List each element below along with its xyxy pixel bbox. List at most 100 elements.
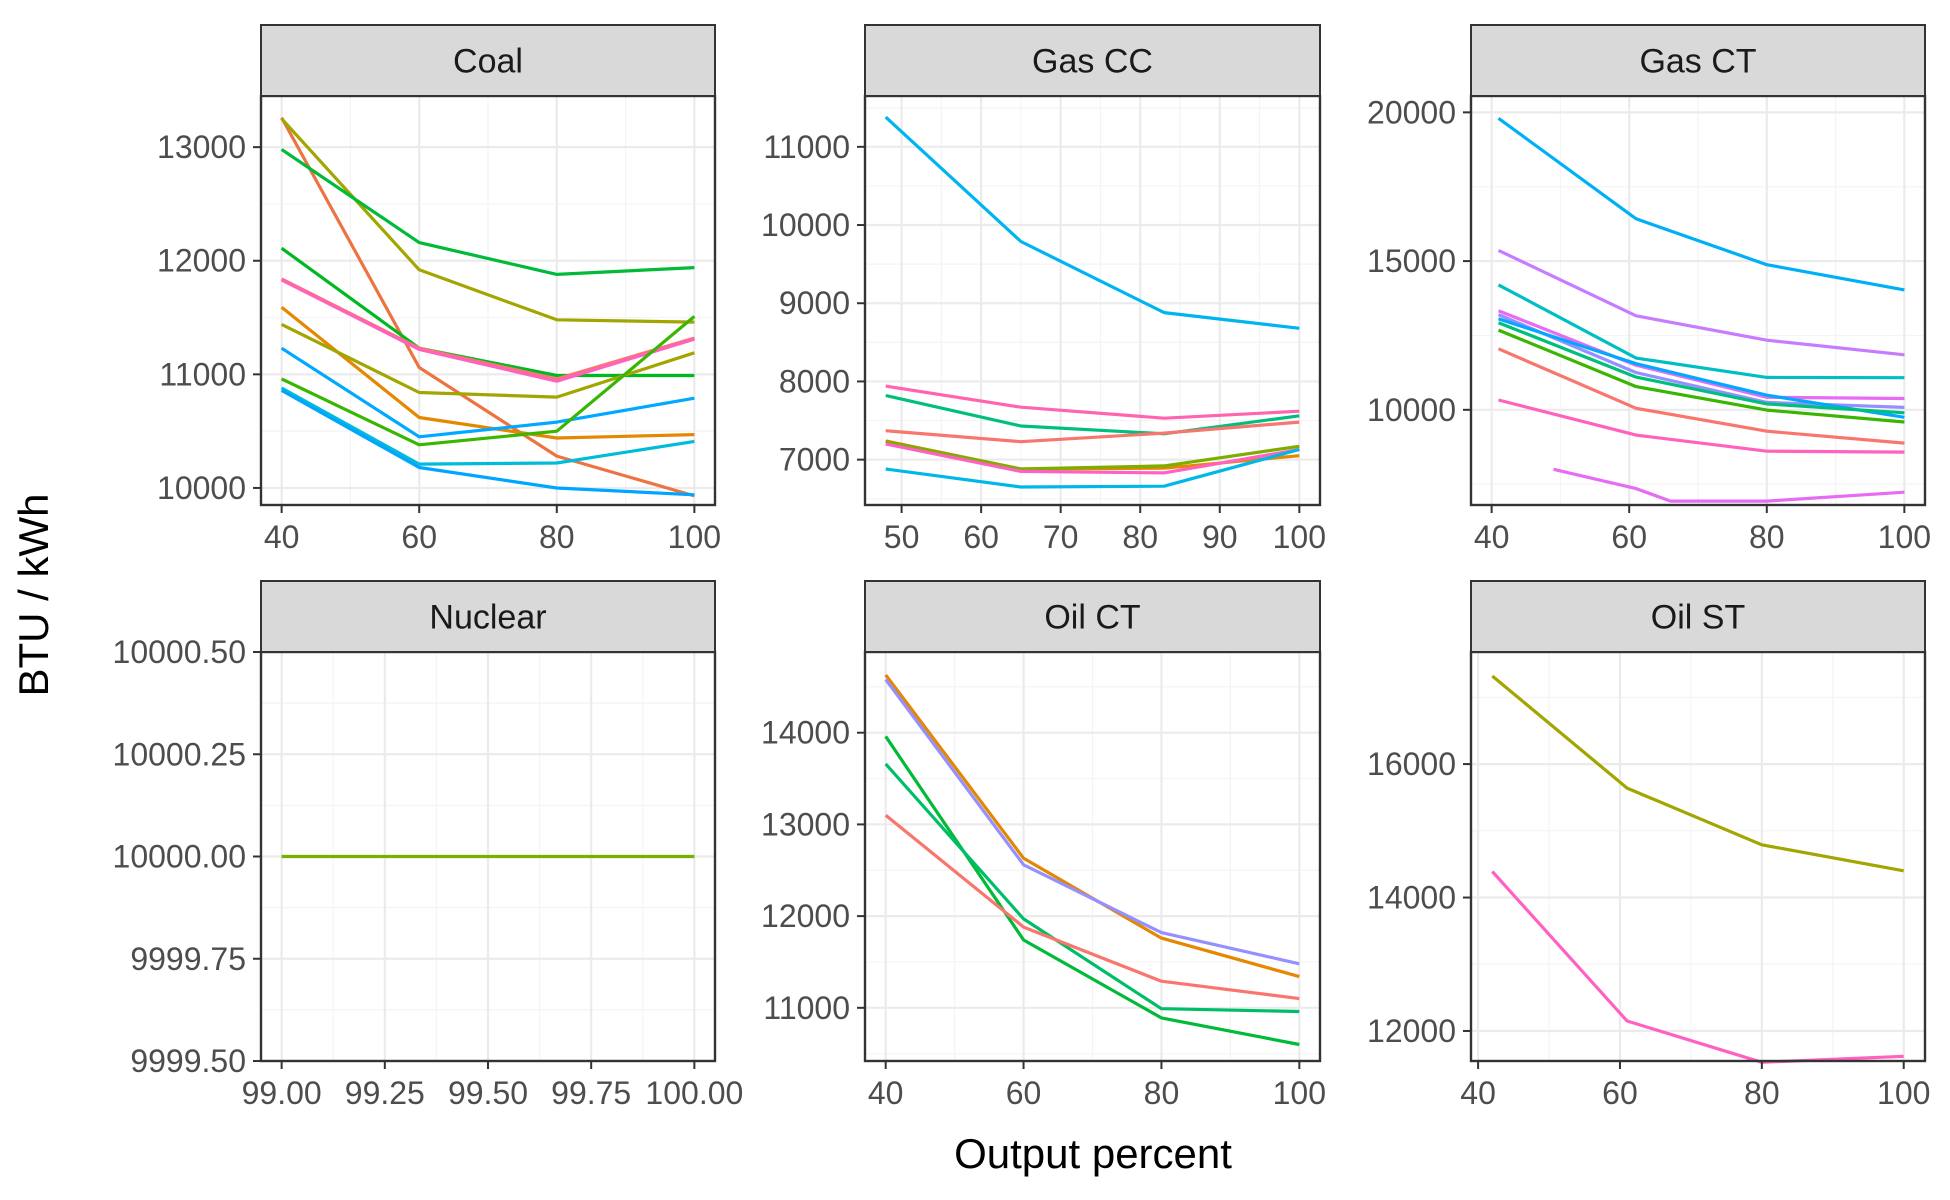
y-tick-label: 10000 <box>761 207 850 243</box>
y-axis-title: BTU / kWh <box>10 493 57 696</box>
series-line-gas-ct-9 <box>1497 347 1905 445</box>
series-line-gas-cc-4 <box>885 420 1300 444</box>
y-tick-label: 10000 <box>1367 392 1456 428</box>
y-tick-label: 12000 <box>761 898 850 934</box>
series-line-gas-cc-7 <box>885 442 1300 475</box>
y-tick-label: 10000.25 <box>113 736 246 772</box>
panel-background <box>865 96 1320 505</box>
facet-strip <box>864 580 1321 653</box>
x-tick-label: 80 <box>1749 519 1785 555</box>
facet-panels: Coal 40 60 80 100 10000 11000 12000 13000 Gas CC 5… <box>113 24 1931 1111</box>
panel-oil-ct: Oil CT 40 60 80 100 11000 12000 13000 14000 <box>761 580 1326 1111</box>
y-tick-label: 15000 <box>1367 243 1456 279</box>
y-tick-label: 10000 <box>157 470 246 506</box>
x-tick-label: 40 <box>264 519 300 555</box>
y-tick-label: 9000 <box>779 285 850 321</box>
facet-strip-label: Coal <box>453 43 523 81</box>
x-tick-label: 99.50 <box>448 1075 528 1111</box>
series-line-gas-cc-6 <box>885 440 1300 471</box>
y-tick-label: 9999.50 <box>130 1043 246 1079</box>
y-tick-label: 11000 <box>763 990 850 1026</box>
series-line-gas-ct-7 <box>1497 321 1905 415</box>
x-tick-label: 60 <box>1006 1075 1042 1111</box>
y-tick-label: 10000.00 <box>113 839 246 875</box>
series-line-coal-9 <box>280 346 695 439</box>
series-line-gas-ct-4 <box>1497 309 1905 401</box>
y-tick-label: 13000 <box>157 129 246 165</box>
facet-strip <box>1470 24 1926 97</box>
series-line-gas-ct-10 <box>1498 398 1905 454</box>
x-tick-label: 60 <box>1611 519 1647 555</box>
x-tick-label: 80 <box>539 519 575 555</box>
facet-strip-label: Nuclear <box>429 599 546 637</box>
y-tick-label: 11000 <box>763 129 850 165</box>
y-tick-label: 8000 <box>779 363 850 399</box>
series-line-gas-cc-8 <box>885 447 1300 489</box>
x-tick-label: 99.75 <box>551 1075 631 1111</box>
x-tick-label: 60 <box>963 519 999 555</box>
series-line-gas-ct-1 <box>1497 117 1905 292</box>
x-tick-label: 90 <box>1202 519 1238 555</box>
x-tick-label: 80 <box>1744 1075 1780 1111</box>
panel-gas-ct: Gas CT 40 60 80 100 10000 15000 20000 <box>1367 24 1931 555</box>
facet-strip-label: Gas CT <box>1639 43 1756 81</box>
series-line-oil-ct-4 <box>884 762 1300 1014</box>
x-tick-label: 60 <box>401 519 437 555</box>
series-line-oil-ct-3 <box>884 735 1300 1047</box>
series-line-coal-1 <box>280 116 695 498</box>
series-line-coal-10 <box>280 315 696 447</box>
series-line-gas-cc-2 <box>885 384 1300 420</box>
y-tick-label: 12000 <box>157 243 246 279</box>
x-axis-title: Output percent <box>954 1130 1232 1177</box>
panel-gas-cc: Gas CC 50 60 70 80 90 100 7000 8000 9000 10000 1100… <box>761 24 1326 555</box>
x-tick-label: 99.00 <box>242 1075 322 1111</box>
panel-coal: Coal 40 60 80 100 10000 11000 12000 13000 <box>157 24 721 555</box>
facet-strip <box>864 24 1321 97</box>
x-tick-label: 40 <box>1474 519 1510 555</box>
y-tick-label: 10000.50 <box>113 634 246 670</box>
series-line-gas-ct-3 <box>1497 283 1905 380</box>
series-line-coal-12 <box>280 388 695 497</box>
series-line-oil-ct-5 <box>884 813 1300 1001</box>
series-line-coal-7 <box>280 306 695 440</box>
facet-strip <box>1470 580 1926 653</box>
y-tick-label: 16000 <box>1367 746 1456 782</box>
facet-strip-label: Gas CC <box>1032 43 1153 81</box>
series-line-gas-ct-6 <box>1498 317 1905 419</box>
facet-strip <box>260 24 716 97</box>
x-tick-label: 80 <box>1122 519 1158 555</box>
series-line-gas-ct-11 <box>1553 467 1905 503</box>
panel-oil-st: Oil ST 40 60 80 100 12000 14000 16000 <box>1367 580 1930 1111</box>
x-tick-label: 40 <box>1460 1075 1496 1111</box>
facet-strip <box>260 580 716 653</box>
x-tick-label: 40 <box>868 1075 904 1111</box>
series-line-gas-cc-1 <box>884 115 1300 330</box>
y-tick-label: 7000 <box>779 442 850 478</box>
series-line-gas-cc-3 <box>885 393 1300 436</box>
series-line-oil-st-2 <box>1491 870 1904 1064</box>
facet-strip-label: Oil ST <box>1651 599 1745 637</box>
y-tick-label: 14000 <box>761 715 850 751</box>
x-tick-label: 99.25 <box>345 1075 425 1111</box>
series-line-coal-3 <box>280 148 695 276</box>
x-tick-label: 100 <box>1273 519 1326 555</box>
x-tick-label: 100 <box>1877 1075 1930 1111</box>
x-tick-label: 80 <box>1144 1075 1180 1111</box>
series-line-coal-6 <box>280 278 695 383</box>
x-tick-label: 100.00 <box>645 1075 743 1111</box>
series-line-gas-ct-8 <box>1497 328 1905 424</box>
x-tick-label: 50 <box>884 519 920 555</box>
y-tick-label: 14000 <box>1367 880 1456 916</box>
series-line-gas-ct-2 <box>1497 248 1905 357</box>
x-tick-label: 60 <box>1602 1075 1638 1111</box>
panel-nuclear: Nuclear 99.00 99.25 99.50 99.75 100.00 9999.50… <box>113 580 743 1111</box>
y-tick-label: 12000 <box>1367 1013 1456 1049</box>
series-line-oil-st-1 <box>1491 674 1904 873</box>
x-tick-label: 100 <box>1878 519 1931 555</box>
x-tick-label: 100 <box>1273 1075 1326 1111</box>
series-line-coal-11 <box>280 386 695 466</box>
y-tick-label: 13000 <box>761 806 850 842</box>
x-tick-label: 70 <box>1043 519 1079 555</box>
y-tick-label: 20000 <box>1367 94 1456 130</box>
